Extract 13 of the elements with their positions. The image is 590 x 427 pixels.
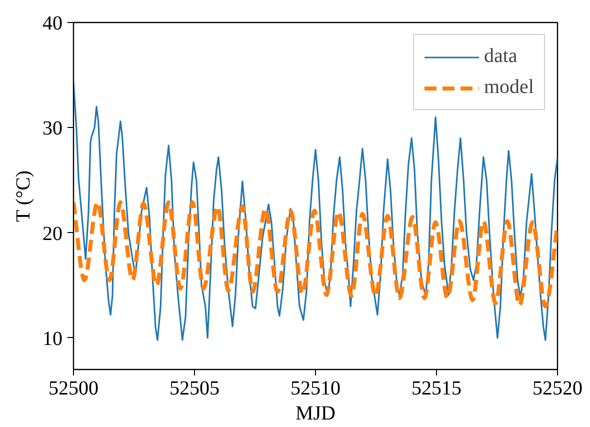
x-tick-label: 52515 (412, 378, 462, 400)
legend-label: data (484, 45, 518, 68)
y-tick-label: 10 (42, 328, 62, 350)
y-tick-label: 30 (42, 118, 62, 140)
y-tick-label: 20 (42, 222, 62, 245)
x-tick-label: 52520 (532, 378, 582, 400)
y-tick-label: 40 (42, 12, 62, 34)
x-tick-label: 52500 (48, 378, 98, 400)
x-tick-label: 52505 (170, 378, 220, 400)
y-axis-title: T (°C) (12, 170, 34, 222)
x-axis-title: MJD (295, 402, 336, 424)
legend-label: model (484, 76, 534, 99)
x-tick-label: 52510 (290, 378, 340, 400)
